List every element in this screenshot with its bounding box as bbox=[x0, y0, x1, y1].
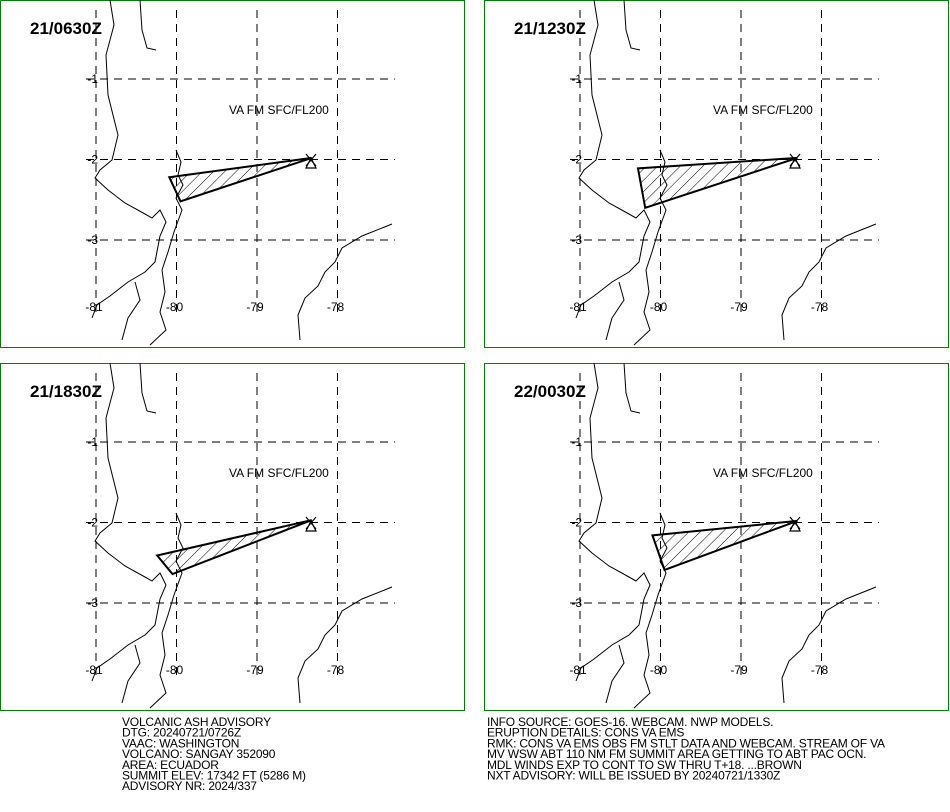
advisory-line: AREA: ECUADOR bbox=[122, 758, 219, 772]
advisory-line: MV WSW ABT 110 NM FM SUMMIT AREA GETTING… bbox=[487, 747, 866, 761]
valid-time: 21/0630Z bbox=[30, 19, 102, 38]
lon-label: -79 bbox=[246, 663, 264, 677]
volcano-marker bbox=[305, 516, 317, 532]
ash-label: VA FM SFC/FL200 bbox=[713, 466, 813, 480]
lat-label: -1 bbox=[87, 435, 98, 449]
lat-label: -3 bbox=[571, 233, 582, 247]
lon-label: -80 bbox=[166, 663, 184, 677]
advisory-line: VOLCANO: SANGAY 352090 bbox=[122, 747, 276, 761]
lon-label: -78 bbox=[327, 300, 345, 314]
advisory-line: NXT ADVISORY: WILL BE ISSUED BY 20240721… bbox=[487, 769, 780, 783]
advisory-line: VOLCANIC ASH ADVISORY bbox=[122, 715, 271, 729]
map-panel: -81 -80 -79 -78 -1 -2 -3 21/1830Z VA FM SFC/FL20… bbox=[0, 362, 465, 711]
lat-label: -2 bbox=[571, 516, 582, 530]
map-panel: -81 -80 -79 -78 -1 -2 -3 21/1230Z VA FM SFC/FL20… bbox=[484, 0, 949, 348]
lon-label: -81 bbox=[85, 663, 103, 677]
ash-area bbox=[167, 156, 313, 203]
lon-label: -80 bbox=[650, 300, 668, 314]
lon-label: -78 bbox=[327, 663, 345, 677]
map-panel: -81 -80 -79 -78 -1 -2 -3 21/0630Z VA FM SFC/FL20… bbox=[0, 0, 465, 348]
lat-label: -3 bbox=[87, 233, 98, 247]
advisory-line: MDL WINDS EXP TO CONT TO SW THRU T+18. .… bbox=[487, 758, 802, 772]
ash-area bbox=[155, 519, 313, 576]
lat-label: -2 bbox=[87, 153, 98, 167]
ash-area bbox=[651, 519, 798, 572]
lat-label: -2 bbox=[87, 516, 98, 530]
lon-label: -78 bbox=[811, 663, 829, 677]
advisory-line: ADVISORY NR: 2024/337 bbox=[122, 779, 257, 793]
advisory-line: DTG: 20240721/0726Z bbox=[122, 726, 241, 740]
advisory-line: INFO SOURCE: GOES-16. WEBCAM. NWP MODELS… bbox=[487, 715, 773, 729]
ash-label: VA FM SFC/FL200 bbox=[229, 466, 329, 480]
volcano-marker bbox=[789, 153, 801, 169]
lon-label: -79 bbox=[730, 663, 748, 677]
lon-label: -80 bbox=[166, 300, 184, 314]
lon-label: -81 bbox=[85, 300, 103, 314]
map-panel: -81 -80 -79 -78 -1 -2 -3 22/0030Z VA FM SFC/FL20… bbox=[484, 362, 949, 711]
lon-label: -81 bbox=[569, 300, 587, 314]
lat-label: -3 bbox=[87, 596, 98, 610]
lon-label: -81 bbox=[569, 663, 587, 677]
lon-label: -80 bbox=[650, 663, 668, 677]
ash-area bbox=[636, 156, 798, 210]
valid-time: 21/1230Z bbox=[514, 19, 586, 38]
valid-time: 21/1830Z bbox=[30, 382, 102, 401]
lat-label: -1 bbox=[87, 72, 98, 86]
lat-label: -1 bbox=[571, 72, 582, 86]
ash-label: VA FM SFC/FL200 bbox=[713, 103, 813, 117]
lon-label: -79 bbox=[246, 300, 264, 314]
volcano-marker bbox=[789, 516, 801, 532]
lat-label: -3 bbox=[571, 596, 582, 610]
volcano-marker bbox=[305, 153, 317, 169]
lat-label: -1 bbox=[571, 435, 582, 449]
advisory-line: VAAC: WASHINGTON bbox=[122, 736, 239, 750]
advisory-line: SUMMIT ELEV: 17342 FT (5286 M) bbox=[122, 769, 306, 783]
ash-label: VA FM SFC/FL200 bbox=[229, 103, 329, 117]
advisory-line: RMK: CONS VA EMS OBS FM STLT DATA AND WE… bbox=[487, 736, 885, 750]
lon-label: -78 bbox=[811, 300, 829, 314]
lon-label: -79 bbox=[730, 300, 748, 314]
lat-label: -2 bbox=[571, 153, 582, 167]
valid-time: 22/0030Z bbox=[514, 382, 586, 401]
panel-frame bbox=[0, 363, 465, 711]
advisory-line: ERUPTION DETAILS: CONS VA EMS bbox=[487, 726, 684, 740]
